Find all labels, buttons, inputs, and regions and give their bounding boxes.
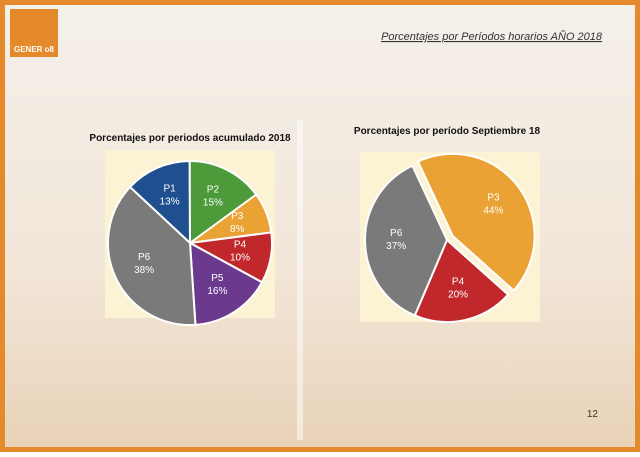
slice-label: 16% bbox=[207, 286, 227, 297]
slice-label: 13% bbox=[160, 196, 180, 207]
slice-label: 10% bbox=[230, 252, 250, 263]
slice-category: P4 bbox=[452, 277, 465, 288]
chart-title: Porcentajes por periodos acumulado 2018 bbox=[89, 133, 291, 144]
slice-label: 38% bbox=[134, 265, 154, 276]
slice-category: P3 bbox=[231, 211, 244, 222]
pie-slice bbox=[416, 152, 536, 292]
page-number: 12 bbox=[587, 409, 599, 420]
background bbox=[5, 5, 635, 447]
slice-label: 8% bbox=[230, 224, 245, 235]
chart-title: Porcentajes por período Septiembre 18 bbox=[354, 126, 541, 137]
logo: GENER o8 bbox=[14, 45, 55, 54]
slice-category: P5 bbox=[211, 273, 224, 284]
slice-label: 15% bbox=[203, 198, 223, 209]
slice-category: P1 bbox=[164, 183, 177, 194]
header-title: Porcentajes por Períodos horarios AÑO 20… bbox=[381, 30, 603, 43]
pie-slice bbox=[188, 160, 258, 245]
slice-category: P4 bbox=[234, 239, 247, 250]
pie-slice bbox=[107, 185, 197, 326]
pie-slice bbox=[128, 159, 192, 246]
slice-category: P6 bbox=[138, 252, 151, 263]
slice-label: 20% bbox=[448, 290, 468, 301]
pie-slice bbox=[413, 238, 510, 323]
slice-category: P6 bbox=[390, 228, 403, 239]
logo-box bbox=[10, 9, 58, 57]
slice-label: 44% bbox=[483, 206, 503, 217]
pie-slice bbox=[364, 164, 449, 317]
pie-slice bbox=[188, 241, 264, 326]
slice-category: P2 bbox=[207, 185, 220, 196]
slice-label: 37% bbox=[386, 241, 406, 252]
slice-category: P3 bbox=[487, 193, 500, 204]
